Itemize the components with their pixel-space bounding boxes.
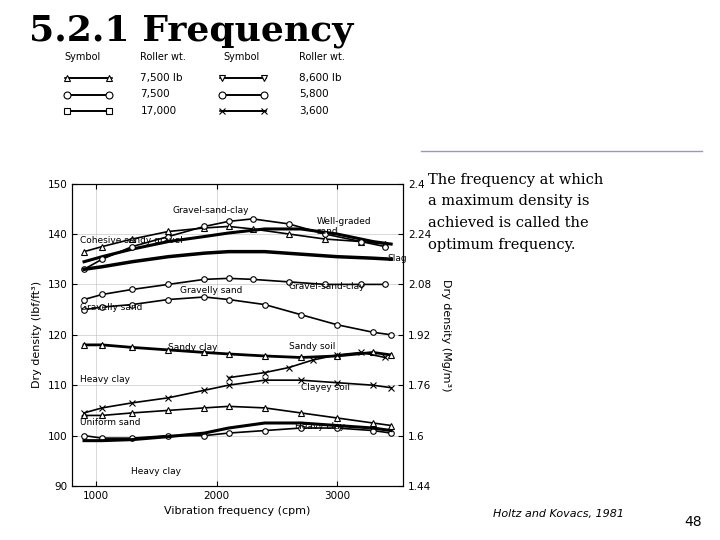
Text: Gravelly sand: Gravelly sand	[81, 303, 143, 312]
Text: 7,500 lb: 7,500 lb	[140, 73, 183, 83]
Text: Gravel-sand-clay: Gravel-sand-clay	[172, 206, 248, 215]
Text: 7,500: 7,500	[140, 90, 170, 99]
X-axis label: Vibration frequency (cpm): Vibration frequency (cpm)	[164, 507, 311, 516]
Text: 8,600 lb: 8,600 lb	[299, 73, 341, 83]
Text: Cohesive sandy gravel: Cohesive sandy gravel	[81, 236, 183, 245]
Text: Heavy clay: Heavy clay	[81, 375, 130, 384]
Text: Heavy clay: Heavy clay	[131, 467, 181, 476]
Text: Roller wt.: Roller wt.	[299, 52, 345, 62]
Text: Gravelly sand: Gravelly sand	[181, 287, 243, 295]
Text: Roller wt.: Roller wt.	[140, 52, 186, 62]
Text: Gravel-sand-clay: Gravel-sand-clay	[289, 282, 365, 292]
Y-axis label: Dry density (Mg/m³): Dry density (Mg/m³)	[441, 279, 451, 391]
Text: Symbol: Symbol	[223, 52, 259, 62]
Text: 48: 48	[685, 515, 702, 529]
Text: 5,800: 5,800	[299, 90, 328, 99]
Text: Sandy soil: Sandy soil	[289, 342, 336, 351]
Text: Slag: Slag	[387, 254, 408, 262]
Text: Symbol: Symbol	[65, 52, 101, 62]
Text: Holtz and Kovacs, 1981: Holtz and Kovacs, 1981	[493, 509, 624, 519]
Text: 3,600: 3,600	[299, 106, 328, 116]
Text: The frequency at which
a maximum density is
achieved is called the
optimum frequ: The frequency at which a maximum density…	[428, 173, 604, 252]
Text: Well-graded
sand: Well-graded sand	[317, 217, 371, 236]
Text: Clayey soil: Clayey soil	[301, 383, 350, 392]
Text: Uniform sand: Uniform sand	[81, 418, 141, 427]
Text: Heavy clay: Heavy clay	[294, 422, 345, 430]
Y-axis label: Dry density (lbf/ft³): Dry density (lbf/ft³)	[32, 281, 42, 388]
Text: 5.2.1 Frequency: 5.2.1 Frequency	[29, 14, 353, 48]
Text: Sandy clay: Sandy clay	[168, 343, 218, 353]
Text: 17,000: 17,000	[140, 106, 176, 116]
